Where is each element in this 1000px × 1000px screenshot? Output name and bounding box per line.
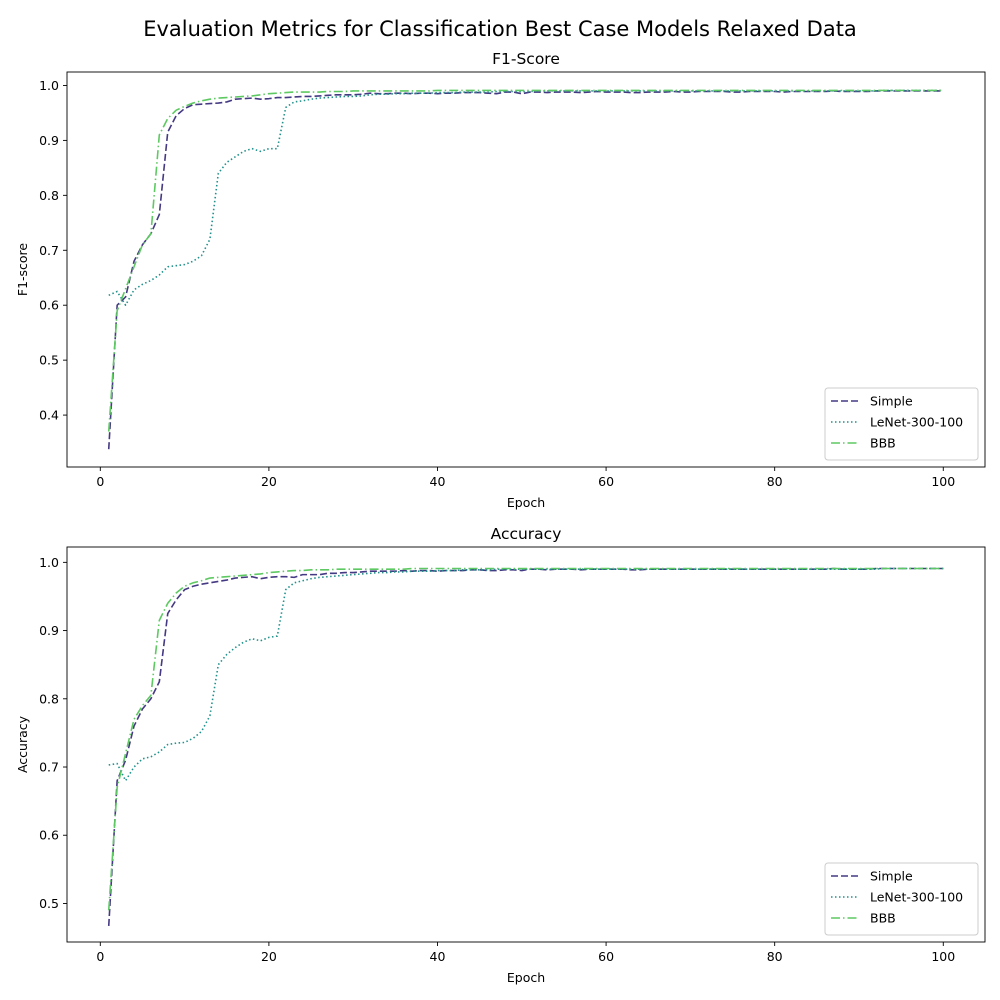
- legend: Simple LeNet-300-100 BBB: [824, 387, 979, 461]
- y-tick-label: 1.0: [39, 78, 59, 93]
- legend-entry: LeNet-300-100: [870, 415, 963, 430]
- x-tick-label: 80: [767, 474, 783, 489]
- figure-title: Evaluation Metrics for Classification Be…: [143, 17, 857, 41]
- x-tick-label: 100: [931, 949, 955, 964]
- chart-title: F1-Score: [492, 50, 560, 68]
- x-tick-label: 100: [931, 474, 955, 489]
- legend-entry: Simple: [870, 869, 913, 884]
- legend-entry: BBB: [870, 911, 896, 926]
- x-tick-label: 0: [96, 474, 104, 489]
- y-tick-label: 0.9: [39, 623, 59, 638]
- y-tick-label: 0.6: [39, 828, 59, 843]
- chart-title: Accuracy: [491, 525, 562, 543]
- legend-box: [824, 387, 979, 461]
- y-tick-label: 1.0: [39, 555, 59, 570]
- legend-entry: Simple: [870, 394, 913, 409]
- series-line-bbb: [107, 89, 944, 432]
- y-tick-label: 0.8: [39, 188, 59, 203]
- y-tick-label: 0.6: [39, 298, 59, 313]
- y-axis-label: F1-score: [15, 243, 30, 297]
- legend-entry: LeNet-300-100: [870, 890, 963, 905]
- x-axis-label: Epoch: [507, 970, 545, 985]
- y-tick-label: 0.9: [39, 133, 59, 148]
- series-line-bbb: [107, 567, 944, 911]
- y-tick-label: 0.7: [39, 243, 59, 258]
- y-tick-label: 0.5: [39, 896, 59, 911]
- y-tick-label: 0.7: [39, 760, 59, 775]
- x-tick-label: 80: [767, 949, 783, 964]
- x-axis-label: Epoch: [507, 495, 545, 510]
- chart-panel-1: 0 20 40 60 80 100 0.4 0.5 0.6 0.7 0.8 0.9 1.0 F1-Scor…: [15, 50, 986, 510]
- legend: Simple LeNet-300-100 BBB: [824, 862, 979, 936]
- chart-panel-2: 0 20 40 60 80 100 0.5 0.6 0.7 0.8 0.9 1.0 Accuracy Ep…: [15, 525, 986, 985]
- plot-frame: [66, 546, 986, 943]
- y-tick-label: 0.4: [39, 408, 59, 423]
- x-tick-label: 0: [96, 949, 104, 964]
- y-axis-label: Accuracy: [15, 715, 30, 773]
- series-lines: [107, 89, 944, 450]
- y-tick-label: 0.5: [39, 353, 59, 368]
- legend-box: [824, 862, 979, 936]
- series-lines: [107, 567, 944, 927]
- x-tick-label: 60: [598, 949, 614, 964]
- x-tick-label: 40: [430, 474, 446, 489]
- x-tick-label: 60: [598, 474, 614, 489]
- x-tick-label: 20: [261, 949, 277, 964]
- x-tick-label: 20: [261, 474, 277, 489]
- legend-entry: BBB: [870, 436, 896, 451]
- plot-frame: [66, 71, 986, 468]
- y-tick-label: 0.8: [39, 691, 59, 706]
- x-tick-label: 40: [430, 949, 446, 964]
